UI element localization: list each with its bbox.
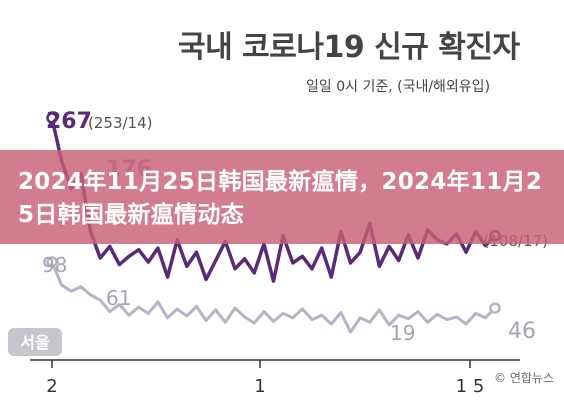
seoul-label-min: 19 [390, 321, 415, 345]
banner-headline: 2024年11月25日韩国最新瘟情，2024年11月25日韩国最新瘟情动态 [18, 169, 543, 228]
total-label-start: 267 [46, 109, 92, 134]
seoul-label-61: 61 [106, 286, 131, 310]
seoul-label-start: 98 [42, 253, 67, 277]
seoul-point [489, 302, 501, 314]
x-tick-label: 1 5 [456, 376, 485, 397]
watermark: © 연합뉴스 [494, 371, 554, 385]
x-tick-label: 1 [254, 376, 265, 397]
seoul-point [46, 256, 58, 268]
chart-subtitle: 일일 0시 기준, (국내/해외유입) [306, 79, 491, 95]
x-axis: 2 1 1 5 [30, 359, 520, 397]
region-badge-label: 서울 [20, 333, 50, 352]
seoul-series [46, 256, 501, 334]
total-point [46, 112, 58, 124]
x-tick-label: 2 [46, 376, 57, 397]
total-label-start-detail: (253/14) [88, 114, 152, 132]
seoul-line [50, 261, 497, 334]
region-badge [8, 328, 62, 356]
total-line [50, 117, 497, 283]
seoul-label-end: 46 [508, 319, 536, 344]
chart-title: 국내 코로나19 신규 확진자 [178, 30, 520, 65]
title-banner: 2024年11月25日韩国最新瘟情，2024年11月25日韩国最新瘟情动态 [0, 150, 564, 244]
